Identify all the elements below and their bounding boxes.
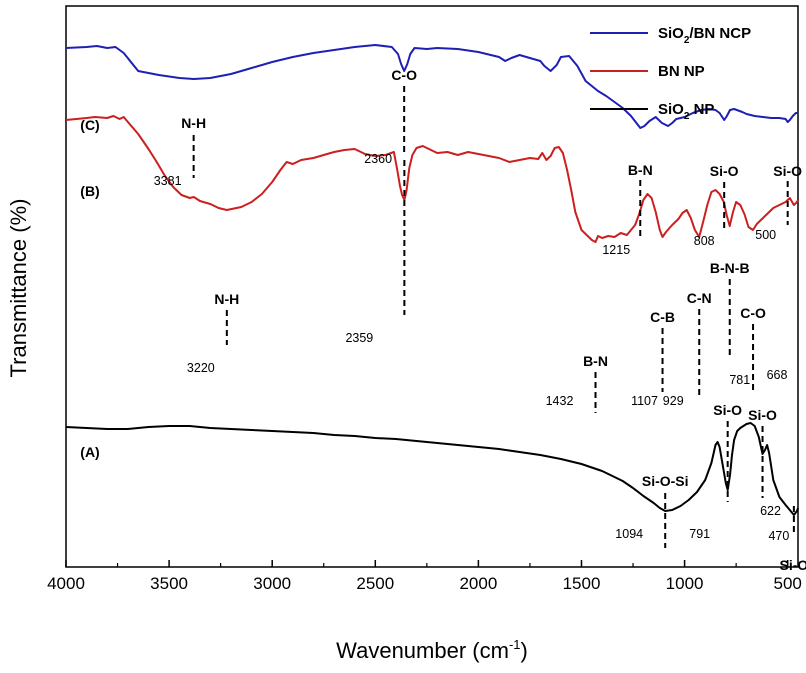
legend-entry: BN NP (658, 63, 705, 80)
series-line-2 (65, 422, 799, 516)
series-line-0 (65, 44, 798, 129)
annotation-wavenumber-label: 781 (729, 373, 750, 387)
annotation-bond-label: B-N (628, 162, 653, 178)
curve-tag: (B) (80, 183, 99, 199)
x-axis-title: Wavenumber (cm-1) (336, 637, 528, 663)
annotation-wavenumber-label: 808 (694, 234, 715, 248)
x-tick-label: 2500 (356, 574, 394, 593)
plot-frame (65, 5, 799, 568)
legend-entry-subscript: 2 (684, 35, 690, 46)
annotation-wavenumber-label: 3381 (154, 174, 182, 188)
curve-tag: (C) (80, 117, 99, 133)
curve-tags: (C) (B) (A) (80, 117, 99, 460)
x-tick-label: 2000 (459, 574, 497, 593)
annotation-bond-label: N-H (181, 115, 206, 131)
legend-entry-subscript: 2 (684, 111, 690, 122)
legend-entry: SiO2 NP (658, 101, 714, 122)
legend-entry-text: BN NP (658, 63, 705, 80)
x-axis-title-main: Wavenumber (cm (336, 638, 509, 663)
annotation-wavenumber-label: 500 (755, 228, 776, 242)
x-tick-label: 3000 (253, 574, 291, 593)
annotation-bond-label: C-O (740, 305, 766, 321)
legend-entry-text: SiO (658, 25, 684, 42)
annotation-wavenumber-label: 3220 (187, 361, 215, 375)
annotation-wavenumber-label: 929 (663, 394, 684, 408)
x-tick-label: 3500 (150, 574, 188, 593)
annotation-bond-label: B-N-B (710, 260, 750, 276)
annotation-wavenumber-label: 470 (768, 529, 789, 543)
legend-entry-rest: NP (689, 101, 714, 118)
annotation-bond-label: N-H (214, 291, 239, 307)
series-line-1 (65, 115, 799, 243)
legend-entry-text: SiO (658, 101, 684, 118)
annotation-wavenumber-label: 1107 (631, 394, 658, 408)
legend-entry: SiO2/BN NCP (658, 25, 751, 46)
annotation-bond-label: B-N (583, 353, 608, 369)
annotation-bond-label: Si-O (748, 407, 777, 423)
annotation-wavenumber-label: 1094 (615, 527, 643, 541)
legend-entry-rest: /BN NCP (689, 25, 751, 42)
annotation-bond-label: Si-O (713, 402, 742, 418)
annotation-layer: N-H 3381 C-O 2360 B-N 1215 Si-O 808 Si-O 500 N-H 32… (154, 67, 806, 573)
annotation-bond-label: C-N (687, 290, 712, 306)
annotation-wavenumber-label: 622 (760, 504, 781, 518)
x-axis: 4000 3500 3000 2500 2000 1500 1000 500 (47, 560, 802, 593)
annotation-bond-label: C-O (391, 67, 417, 83)
annotation-wavenumber-label: 2360 (364, 152, 392, 166)
annotation-bond-label: Si-O-Si (642, 473, 689, 489)
annotation-wavenumber-label: 1215 (602, 243, 630, 257)
annotation-wavenumber-label: 2359 (345, 331, 373, 345)
annotation-bond-label: Si-O (773, 163, 802, 179)
annotation-wavenumber-label: 1432 (546, 394, 574, 408)
annotation-bond-label: C-B (650, 309, 675, 325)
y-axis-title: Transmittance (%) (6, 199, 31, 378)
series-layer (65, 44, 799, 516)
curve-tag: (A) (80, 444, 99, 460)
x-axis-title-end: ) (521, 638, 528, 663)
annotation-wavenumber-label: 668 (767, 368, 788, 382)
annotation-bond-label: Si-O (779, 557, 806, 573)
annotation-bond-label: Si-O (710, 163, 739, 179)
x-tick-label: 1500 (563, 574, 601, 593)
x-tick-label: 1000 (666, 574, 704, 593)
x-tick-label: 4000 (47, 574, 85, 593)
annotation-wavenumber-label: 791 (689, 527, 710, 541)
x-axis-title-sup: -1 (509, 637, 521, 652)
x-tick-label: 500 (774, 574, 802, 593)
